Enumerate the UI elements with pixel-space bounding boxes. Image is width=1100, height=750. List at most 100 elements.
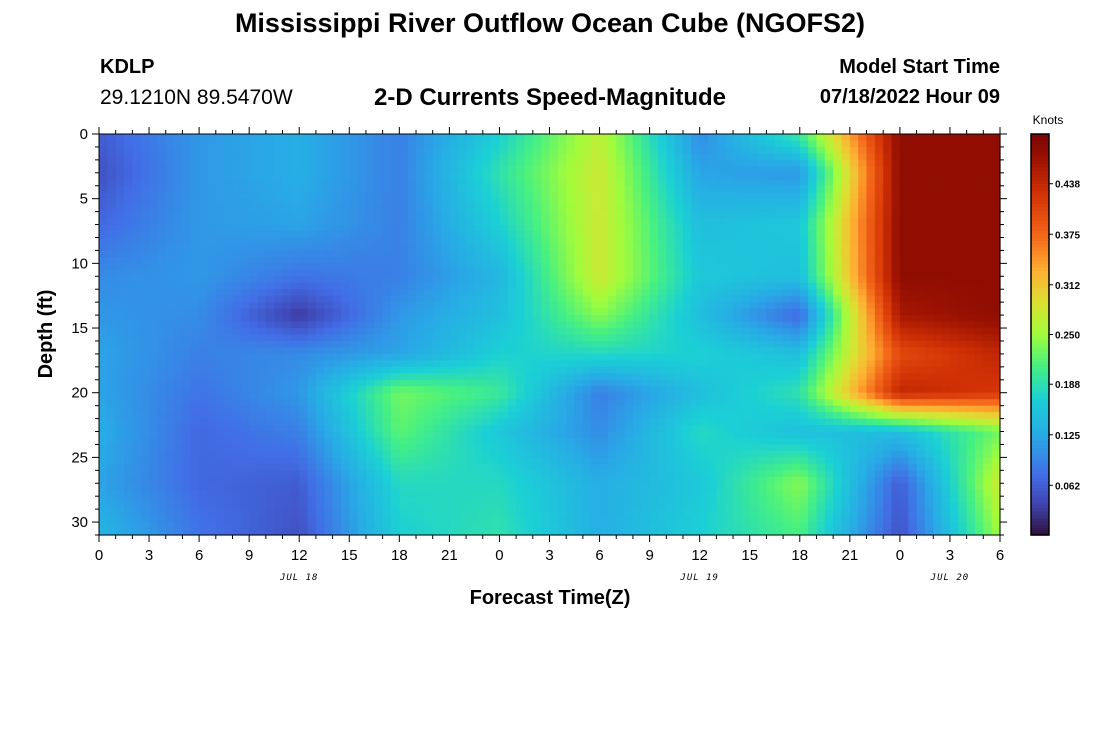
heatmap-cell: [991, 418, 1001, 426]
heatmap-cell: [424, 276, 434, 284]
heatmap-cell: [215, 373, 225, 381]
heatmap-cell: [791, 263, 801, 271]
heatmap-cell: [390, 360, 400, 368]
heatmap-cell: [874, 386, 884, 394]
heatmap-cell: [549, 392, 559, 400]
heatmap-cell: [274, 192, 284, 200]
heatmap-cell: [265, 146, 275, 155]
heatmap-cell: [441, 198, 450, 206]
heatmap-cell: [708, 263, 717, 271]
heatmap-cell: [132, 412, 142, 420]
heatmap-cell: [516, 282, 526, 290]
heatmap-cell: [299, 373, 309, 381]
heatmap-cell: [516, 328, 526, 336]
heatmap-cell: [466, 347, 476, 355]
heatmap-cell: [699, 399, 709, 407]
heatmap-cell: [424, 360, 434, 368]
heatmap-cell: [566, 334, 576, 342]
heatmap-cell: [249, 179, 259, 187]
heatmap-cell: [541, 308, 551, 316]
heatmap-cell: [124, 231, 133, 239]
heatmap-cell: [240, 205, 250, 213]
heatmap-cell: [824, 308, 834, 316]
heatmap-cell: [799, 250, 809, 258]
heatmap-cell: [215, 334, 225, 342]
heatmap-cell: [357, 192, 367, 200]
heatmap-cell: [282, 360, 292, 368]
heatmap-cell: [307, 172, 317, 180]
heatmap-cell: [632, 166, 642, 174]
heatmap-cell: [416, 360, 425, 368]
heatmap-cell: [424, 315, 434, 323]
heatmap-cell: [733, 353, 742, 361]
heatmap-cell: [841, 140, 851, 148]
heatmap-cell: [524, 263, 534, 271]
heatmap-cell: [199, 231, 209, 239]
heatmap-cell: [624, 276, 634, 284]
heatmap-cell: [182, 250, 192, 258]
heatmap-cell: [332, 211, 342, 219]
heatmap-cell: [691, 269, 701, 277]
heatmap-cell: [315, 269, 325, 277]
heatmap-cell: [474, 405, 484, 413]
heatmap-cell: [791, 269, 801, 277]
heatmap-cell: [499, 353, 509, 361]
heatmap-cell: [716, 321, 726, 329]
heatmap-cell: [132, 231, 142, 239]
heatmap-cell: [774, 166, 784, 174]
heatmap-cell: [499, 321, 509, 329]
heatmap-cell: [282, 134, 292, 142]
heatmap-cell: [841, 295, 851, 303]
heatmap-cell: [758, 140, 767, 148]
heatmap-cell: [816, 146, 826, 155]
heatmap-cell: [783, 146, 793, 155]
heatmap-cell: [165, 231, 175, 239]
heatmap-cell: [174, 256, 184, 264]
heatmap-cell: [808, 224, 818, 232]
heatmap-cell: [574, 412, 584, 420]
heatmap-cell: [883, 302, 893, 310]
heatmap-cell: [624, 334, 634, 342]
heatmap-cell: [349, 153, 359, 161]
heatmap-cell: [432, 418, 442, 426]
heatmap-cell: [858, 340, 868, 349]
heatmap-cell: [399, 224, 409, 232]
heatmap-cell: [474, 231, 484, 239]
heatmap-cell: [340, 179, 350, 187]
heatmap-cell: [699, 185, 709, 193]
heatmap-cell: [783, 231, 793, 239]
heatmap-cell: [691, 379, 701, 387]
heatmap-cell: [424, 172, 434, 180]
heatmap-cell: [165, 153, 175, 161]
heatmap-cell: [532, 405, 542, 413]
heatmap-cell: [199, 289, 209, 297]
heatmap-cell: [199, 179, 209, 187]
heatmap-cell: [983, 134, 993, 142]
heatmap-cell: [699, 224, 709, 232]
heatmap-cell: [933, 192, 943, 200]
heatmap-cell: [240, 353, 250, 361]
heatmap-cell: [424, 353, 434, 361]
heatmap-cell: [949, 263, 959, 271]
heatmap-cell: [991, 399, 1001, 407]
heatmap-cell: [399, 328, 409, 336]
heatmap-cell: [783, 386, 793, 394]
heatmap-cell: [274, 256, 284, 264]
heatmap-cell: [307, 334, 317, 342]
heatmap-cell: [365, 166, 375, 174]
heatmap-cell: [733, 263, 742, 271]
heatmap-cell: [666, 185, 676, 193]
heatmap-cell: [265, 405, 275, 413]
heatmap-cell: [240, 379, 250, 387]
heatmap-cell: [849, 153, 859, 161]
heatmap-cell: [966, 140, 976, 148]
heatmap-cell: [574, 282, 584, 290]
heatmap-cell: [332, 140, 342, 148]
heatmap-cell: [607, 243, 617, 252]
heatmap-cell: [349, 289, 359, 297]
heatmap-cell: [866, 302, 876, 310]
heatmap-cell: [899, 218, 909, 226]
heatmap-cell: [324, 360, 334, 368]
heatmap-cell: [207, 134, 217, 142]
heatmap-cell: [315, 328, 325, 336]
